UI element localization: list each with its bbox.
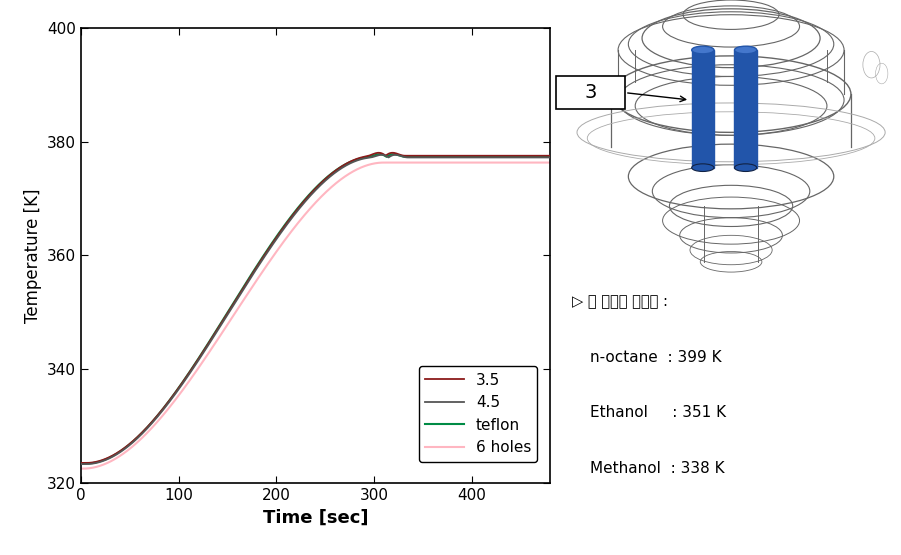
6 holes bbox=[531, 159, 542, 166]
6 holes bbox=[544, 159, 555, 166]
3.5 bbox=[387, 149, 398, 156]
Line: 6 holes: 6 holes bbox=[81, 163, 550, 468]
Ellipse shape bbox=[734, 164, 757, 171]
Text: ▷ 각 연료의 끓는점 :: ▷ 각 연료의 끓는점 : bbox=[572, 294, 669, 309]
teflon bbox=[374, 151, 385, 158]
4.5 bbox=[544, 154, 555, 161]
Text: Methanol  : 338 K: Methanol : 338 K bbox=[590, 461, 724, 476]
4.5 bbox=[76, 461, 86, 467]
6 holes bbox=[378, 159, 389, 166]
Line: 3.5: 3.5 bbox=[81, 153, 550, 463]
4.5 bbox=[531, 154, 542, 161]
3.5 bbox=[544, 153, 555, 159]
6 holes bbox=[291, 221, 302, 228]
3.5 bbox=[76, 460, 86, 466]
6 holes bbox=[304, 206, 314, 213]
4.5 bbox=[100, 457, 111, 463]
3.5 bbox=[531, 153, 542, 159]
teflon bbox=[445, 154, 456, 160]
4.5 bbox=[376, 152, 387, 158]
3.5 bbox=[100, 456, 111, 462]
Text: n-octane  : 399 K: n-octane : 399 K bbox=[590, 350, 722, 365]
6 holes bbox=[445, 159, 456, 166]
Bar bbox=[557, 77, 625, 109]
Line: teflon: teflon bbox=[81, 154, 550, 463]
Legend: 3.5, 4.5, teflon, 6 holes: 3.5, 4.5, teflon, 6 holes bbox=[419, 366, 537, 462]
teflon bbox=[544, 154, 555, 160]
teflon bbox=[291, 206, 302, 213]
teflon bbox=[76, 460, 86, 467]
3.5 bbox=[445, 153, 456, 159]
teflon bbox=[304, 191, 314, 198]
6 holes bbox=[76, 465, 86, 472]
Bar bbox=[734, 50, 757, 168]
4.5 bbox=[531, 154, 542, 161]
Ellipse shape bbox=[692, 164, 714, 171]
teflon bbox=[531, 154, 542, 160]
Line: 4.5: 4.5 bbox=[81, 155, 550, 464]
4.5 bbox=[445, 154, 456, 161]
teflon bbox=[531, 154, 542, 160]
4.5 bbox=[304, 194, 314, 200]
3.5 bbox=[304, 193, 314, 199]
X-axis label: Time [sec]: Time [sec] bbox=[262, 508, 369, 526]
Y-axis label: Temperature [K]: Temperature [K] bbox=[23, 188, 41, 322]
6 holes bbox=[100, 461, 111, 467]
4.5 bbox=[291, 209, 302, 215]
Text: Ethanol     : 351 K: Ethanol : 351 K bbox=[590, 405, 726, 420]
3.5 bbox=[531, 153, 542, 159]
Ellipse shape bbox=[692, 46, 714, 54]
teflon bbox=[100, 456, 111, 463]
Bar bbox=[692, 50, 714, 168]
6 holes bbox=[531, 159, 542, 166]
Ellipse shape bbox=[734, 46, 757, 54]
3.5 bbox=[291, 207, 302, 214]
Text: 3: 3 bbox=[585, 83, 596, 102]
